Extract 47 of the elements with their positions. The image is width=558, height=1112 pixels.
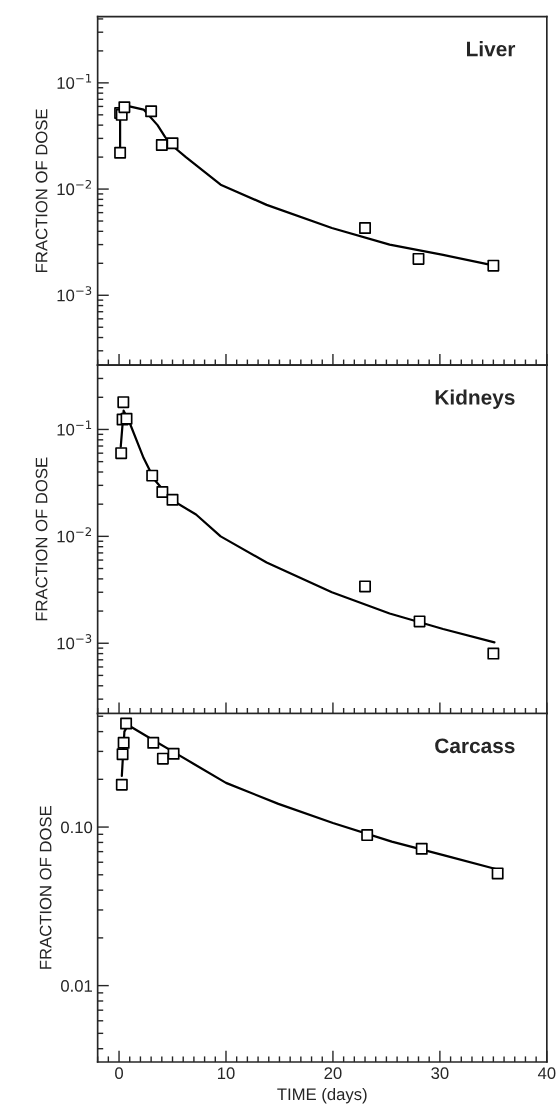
point	[156, 752, 169, 765]
point	[118, 101, 131, 114]
point	[412, 252, 425, 265]
point	[413, 615, 426, 628]
x-tick-label: 30	[431, 1067, 449, 1080]
x-tick-label: 0	[115, 1067, 124, 1080]
y-tick-label: 10$^{−3}$	[57, 286, 92, 302]
point	[155, 139, 168, 151]
point	[120, 717, 133, 730]
text: Carcass	[435, 738, 515, 754]
point	[166, 137, 179, 150]
point	[359, 580, 372, 593]
y-tick-label: 10$^{−2}$	[57, 179, 92, 196]
y-axis-title: FRACTION OF DOSE	[35, 109, 48, 272]
y-tick-label: 10$^{−3}$	[57, 634, 92, 650]
y-tick-label: 0.01	[61, 980, 92, 992]
point	[415, 842, 428, 855]
point	[359, 222, 372, 234]
y-axis-title: FRACTION OF DOSE	[35, 457, 48, 621]
x-tick-label: 10	[217, 1067, 235, 1080]
y-tick-label: 0.10	[61, 821, 93, 834]
text: Liver	[467, 41, 516, 57]
point	[116, 748, 129, 761]
point	[156, 486, 169, 498]
point	[117, 396, 130, 409]
point	[120, 412, 133, 425]
y-tick-label: 10$^{−1}$	[57, 420, 92, 436]
point	[146, 469, 159, 482]
text: Kidneys	[435, 389, 515, 409]
x-tick-label: 40	[537, 1067, 556, 1080]
point	[487, 259, 500, 272]
point	[115, 447, 128, 460]
point	[114, 146, 127, 159]
point	[167, 747, 180, 760]
y-tick-label: 10$^{−2}$	[57, 527, 92, 543]
point	[487, 647, 500, 660]
point	[166, 493, 179, 506]
point	[117, 736, 130, 749]
point	[361, 829, 374, 842]
point	[145, 105, 158, 118]
point	[115, 778, 128, 791]
x-tick-label: 20	[324, 1067, 342, 1080]
y-axis-title: FRACTION OF DOSE	[39, 806, 52, 969]
point	[147, 736, 160, 749]
y-tick-label: 10$^{−1}$	[57, 73, 92, 89]
x-axis-title: TIME (days)	[277, 1087, 367, 1104]
point	[491, 867, 504, 880]
